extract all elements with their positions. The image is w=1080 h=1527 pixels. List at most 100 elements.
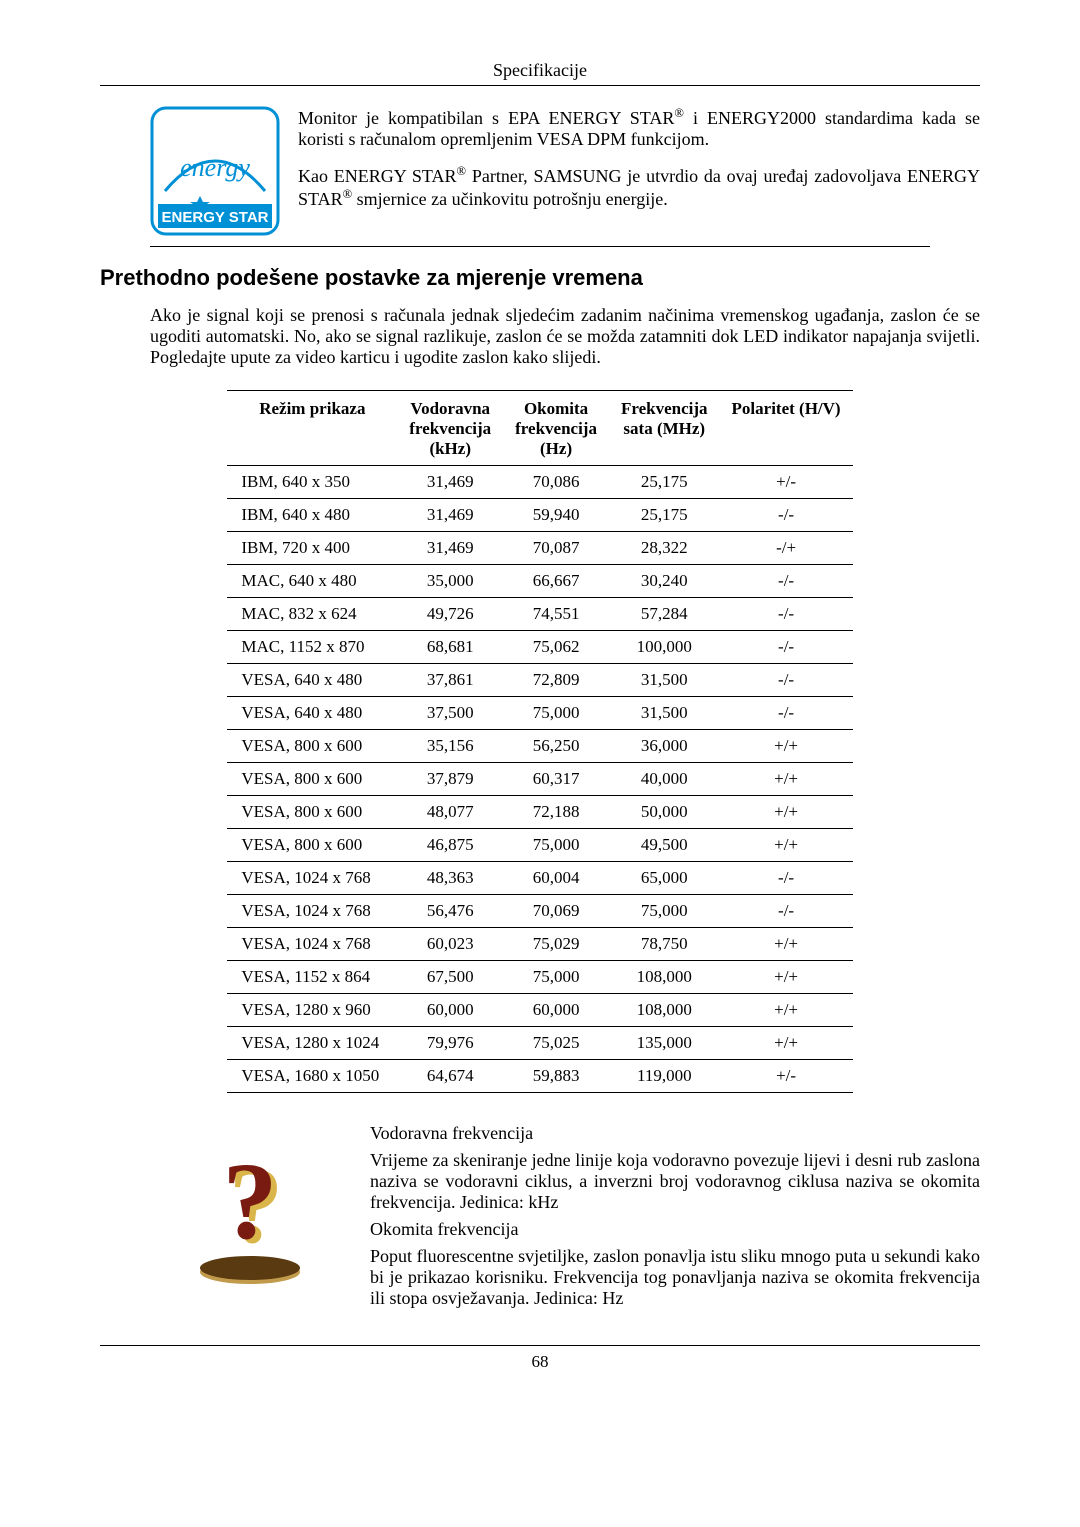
table-row: MAC, 1152 x 87068,68175,062100,000-/- [227,631,852,664]
table-row: IBM, 640 x 48031,46959,94025,175-/- [227,499,852,532]
cell-polarity: +/+ [720,1027,853,1060]
cell-polarity: +/+ [720,763,853,796]
table-row: MAC, 832 x 62449,72674,55157,284-/- [227,598,852,631]
cell-mode: IBM, 640 x 480 [227,499,397,532]
cell-clock: 78,750 [609,928,720,961]
cell-clock: 65,000 [609,862,720,895]
cell-polarity: +/+ [720,961,853,994]
cell-polarity: +/+ [720,994,853,1027]
energy-star-logo: energy ENERGY STAR [150,106,280,236]
cell-vfreq: 56,250 [503,730,609,763]
table-row: VESA, 1152 x 86467,50075,000108,000+/+ [227,961,852,994]
table-row: VESA, 800 x 60048,07772,18850,000+/+ [227,796,852,829]
cell-mode: VESA, 1024 x 768 [227,895,397,928]
table-row: VESA, 800 x 60037,87960,31740,000+/+ [227,763,852,796]
cell-clock: 49,500 [609,829,720,862]
cell-clock: 40,000 [609,763,720,796]
cell-mode: VESA, 1152 x 864 [227,961,397,994]
cell-vfreq: 70,069 [503,895,609,928]
cell-vfreq: 72,809 [503,664,609,697]
cell-clock: 30,240 [609,565,720,598]
page-header: Specifikacije [100,60,980,81]
cell-polarity: -/- [720,565,853,598]
cell-clock: 31,500 [609,664,720,697]
hfreq-title: Vodoravna frekvencija [370,1123,980,1144]
cell-polarity: -/- [720,862,853,895]
col-vfreq: Okomita frekvencija (Hz) [503,391,609,466]
cell-hfreq: 56,476 [397,895,503,928]
cell-mode: VESA, 640 x 480 [227,664,397,697]
cell-clock: 28,322 [609,532,720,565]
cell-clock: 36,000 [609,730,720,763]
cell-vfreq: 59,940 [503,499,609,532]
intro-paragraph: Ako je signal koji se prenosi s računala… [150,305,980,368]
cell-vfreq: 60,317 [503,763,609,796]
cell-polarity: -/- [720,895,853,928]
table-row: VESA, 640 x 48037,50075,00031,500-/- [227,697,852,730]
reg-mark: ® [674,106,684,120]
table-row: VESA, 1280 x 102479,97675,025135,000+/+ [227,1027,852,1060]
cell-vfreq: 75,062 [503,631,609,664]
cell-hfreq: 31,469 [397,532,503,565]
table-row: VESA, 1024 x 76848,36360,00465,000-/- [227,862,852,895]
cell-mode: VESA, 1280 x 1024 [227,1027,397,1060]
table-row: MAC, 640 x 48035,00066,66730,240-/- [227,565,852,598]
cell-mode: VESA, 800 x 600 [227,829,397,862]
table-row: VESA, 800 x 60046,87575,00049,500+/+ [227,829,852,862]
cell-vfreq: 75,025 [503,1027,609,1060]
cell-hfreq: 64,674 [397,1060,503,1093]
header-rule [100,85,980,86]
cell-clock: 100,000 [609,631,720,664]
cell-polarity: +/+ [720,829,853,862]
cell-vfreq: 72,188 [503,796,609,829]
reg-mark: ® [457,164,467,178]
cell-clock: 25,175 [609,499,720,532]
cell-hfreq: 37,861 [397,664,503,697]
cell-hfreq: 35,000 [397,565,503,598]
hfreq-text: Vrijeme za skeniranje jedne linije koja … [370,1150,980,1213]
cell-mode: VESA, 800 x 600 [227,763,397,796]
cell-polarity: -/- [720,631,853,664]
page-number: 68 [100,1352,980,1372]
cell-mode: VESA, 640 x 480 [227,697,397,730]
cell-vfreq: 70,086 [503,466,609,499]
table-row: VESA, 1024 x 76856,47670,06975,000-/- [227,895,852,928]
table-row: VESA, 1024 x 76860,02375,02978,750+/+ [227,928,852,961]
cell-vfreq: 59,883 [503,1060,609,1093]
freq-explain-block: ? ? Vodoravna frekvencija Vrijeme za ske… [150,1123,980,1315]
cell-hfreq: 48,363 [397,862,503,895]
cell-polarity: -/+ [720,532,853,565]
table-row: VESA, 800 x 60035,15656,25036,000+/+ [227,730,852,763]
cell-mode: MAC, 832 x 624 [227,598,397,631]
intro-text: Monitor je kompatibilan s EPA ENERGY STA… [298,106,980,224]
cell-mode: IBM, 720 x 400 [227,532,397,565]
cell-polarity: +/+ [720,730,853,763]
cell-hfreq: 60,000 [397,994,503,1027]
section-title: Prethodno podešene postavke za mjerenje … [100,265,980,291]
cell-clock: 108,000 [609,994,720,1027]
cell-polarity: +/- [720,466,853,499]
cell-mode: MAC, 640 x 480 [227,565,397,598]
cell-polarity: +/+ [720,796,853,829]
cell-vfreq: 60,004 [503,862,609,895]
cell-polarity: -/- [720,598,853,631]
svg-text:ENERGY STAR: ENERGY STAR [162,209,269,226]
intro-p2c: smjernice za učinkovitu potrošnju energi… [352,189,668,209]
intro-p2a: Kao ENERGY STAR [298,166,457,186]
vfreq-text: Poput fluorescentne svjetiljke, zaslon p… [370,1246,980,1309]
intro-p1a: Monitor je kompatibilan s EPA ENERGY STA… [298,108,674,128]
cell-mode: VESA, 800 x 600 [227,730,397,763]
svg-text:?: ? [223,1142,278,1262]
cell-hfreq: 60,023 [397,928,503,961]
cell-mode: VESA, 1280 x 960 [227,994,397,1027]
cell-clock: 25,175 [609,466,720,499]
cell-clock: 31,500 [609,697,720,730]
cell-mode: VESA, 800 x 600 [227,796,397,829]
cell-polarity: +/+ [720,928,853,961]
cell-vfreq: 75,000 [503,697,609,730]
cell-clock: 75,000 [609,895,720,928]
question-mark-icon: ? ? [150,1142,350,1297]
cell-mode: VESA, 1024 x 768 [227,862,397,895]
svg-text:energy: energy [180,153,250,182]
cell-hfreq: 68,681 [397,631,503,664]
